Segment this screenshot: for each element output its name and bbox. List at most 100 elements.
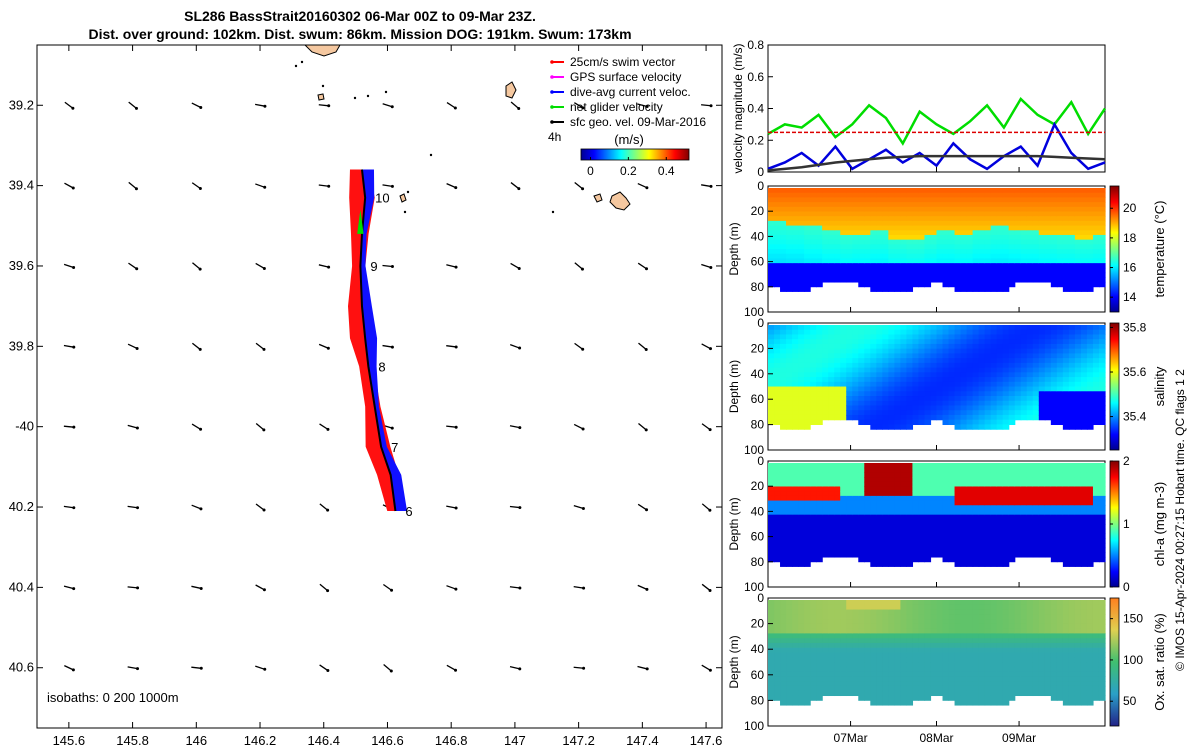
geo-velocity-arrow bbox=[701, 263, 712, 269]
heatmap-cell bbox=[996, 400, 1004, 407]
heatmap-cell bbox=[864, 552, 871, 558]
heatmap-cell bbox=[876, 463, 883, 469]
heatmap-cell bbox=[966, 662, 974, 668]
heatmap-cell bbox=[924, 358, 932, 364]
heatmap-cell bbox=[972, 343, 980, 350]
heatmap-cell bbox=[774, 339, 781, 345]
heatmap-cell bbox=[846, 220, 853, 227]
heatmap-cell bbox=[954, 638, 962, 644]
heatmap-cell bbox=[810, 500, 817, 506]
heatmap-cell bbox=[960, 263, 968, 269]
heatmap-cell bbox=[1086, 211, 1094, 217]
heatmap-cell bbox=[840, 353, 847, 359]
heatmap-cell bbox=[882, 486, 889, 492]
velocity-series-line bbox=[767, 96, 1107, 146]
heatmap-cell bbox=[1080, 524, 1088, 530]
heatmap-cell bbox=[924, 491, 932, 497]
heatmap-cell bbox=[1038, 666, 1046, 673]
heatmap-cell bbox=[1086, 419, 1094, 426]
heatmap-cell bbox=[1014, 239, 1022, 245]
heatmap-cell bbox=[768, 477, 775, 483]
heatmap-cell bbox=[918, 652, 926, 658]
heatmap-cell bbox=[780, 405, 787, 411]
heatmap-cell bbox=[906, 628, 914, 634]
heatmap-cell bbox=[1020, 614, 1028, 620]
heatmap-cell bbox=[918, 372, 926, 378]
heatmap-cell bbox=[1026, 604, 1034, 611]
heatmap-cell bbox=[1032, 206, 1040, 213]
heatmap-cell bbox=[1056, 623, 1064, 630]
heatmap-cell bbox=[870, 666, 877, 673]
heatmap-cell bbox=[1068, 239, 1076, 245]
heatmap-cell bbox=[966, 477, 974, 483]
heatmap-cell bbox=[1098, 386, 1106, 392]
heatmap-cell bbox=[1002, 367, 1010, 373]
heatmap-cell bbox=[1008, 348, 1016, 355]
heatmap-cell bbox=[780, 253, 787, 260]
heatmap-cell bbox=[1008, 614, 1016, 620]
heatmap-cell bbox=[936, 524, 944, 530]
colorbar-tick-label: 35.6 bbox=[1123, 365, 1147, 379]
geo-velocity-arrow bbox=[255, 584, 265, 591]
heatmap-cell bbox=[822, 391, 829, 397]
heatmap-cell bbox=[918, 343, 926, 350]
heatmap-cell bbox=[816, 633, 823, 639]
heatmap-cell bbox=[1068, 197, 1076, 203]
heatmap-cell bbox=[996, 633, 1004, 639]
heatmap-cell bbox=[996, 267, 1004, 274]
heatmap-cell bbox=[858, 505, 865, 511]
heatmap-cell bbox=[816, 528, 823, 535]
heatmap-cell bbox=[942, 230, 950, 236]
heatmap-cell bbox=[1062, 281, 1070, 288]
heatmap-cell bbox=[822, 633, 829, 639]
heatmap-cell bbox=[786, 414, 793, 421]
heatmap-cell bbox=[1074, 281, 1082, 288]
heatmap-cell bbox=[804, 690, 811, 697]
heatmap-cell bbox=[1026, 542, 1034, 549]
heatmap-cell bbox=[846, 211, 853, 217]
heatmap-cell bbox=[828, 528, 835, 535]
heatmap-cell bbox=[1050, 647, 1058, 654]
heatmap-cell bbox=[786, 528, 793, 535]
heatmap-cell bbox=[1044, 486, 1052, 492]
heatmap-cell bbox=[1080, 561, 1088, 567]
heatmap-cell bbox=[852, 225, 859, 231]
heatmap-cell bbox=[996, 239, 1004, 245]
heatmap-cell bbox=[1002, 486, 1010, 492]
heatmap-cell bbox=[1020, 623, 1028, 630]
heatmap-cell bbox=[972, 547, 980, 553]
heatmap-cell bbox=[918, 547, 926, 553]
heatmap-cell bbox=[990, 533, 998, 539]
heatmap-cell bbox=[768, 671, 775, 677]
heatmap-cell bbox=[900, 533, 908, 539]
heatmap-cell bbox=[1050, 414, 1058, 421]
heatmap-cell bbox=[864, 481, 871, 488]
heatmap-cell bbox=[828, 249, 835, 255]
heatmap-cell bbox=[936, 234, 944, 241]
heatmap-cell bbox=[990, 325, 998, 331]
heatmap-cell bbox=[828, 325, 835, 331]
heatmap-cell bbox=[1092, 491, 1100, 497]
heatmap-cell bbox=[942, 329, 950, 336]
heatmap-cell bbox=[984, 381, 992, 388]
heatmap-cell bbox=[780, 348, 787, 355]
heatmap-cell bbox=[1098, 524, 1106, 530]
heatmap-cell bbox=[864, 192, 871, 198]
heatmap-cell bbox=[834, 234, 841, 241]
heatmap-cell bbox=[996, 419, 1004, 426]
heatmap-cell bbox=[996, 638, 1004, 644]
heatmap-cell bbox=[936, 676, 944, 682]
heatmap-cell bbox=[1026, 325, 1034, 331]
heatmap-cell bbox=[1044, 400, 1052, 407]
heatmap-cell bbox=[846, 400, 853, 407]
heatmap-cell bbox=[1032, 211, 1040, 217]
heatmap-cell bbox=[810, 396, 817, 402]
heatmap-cell bbox=[792, 700, 799, 706]
heatmap-cell bbox=[978, 542, 986, 549]
depth-tick-label: 20 bbox=[751, 204, 765, 218]
heatmap-cell bbox=[1086, 547, 1094, 553]
heatmap-cell bbox=[798, 652, 805, 658]
heatmap-cell bbox=[870, 244, 877, 250]
heatmap-cell bbox=[912, 657, 920, 663]
heatmap-cell bbox=[960, 690, 968, 697]
